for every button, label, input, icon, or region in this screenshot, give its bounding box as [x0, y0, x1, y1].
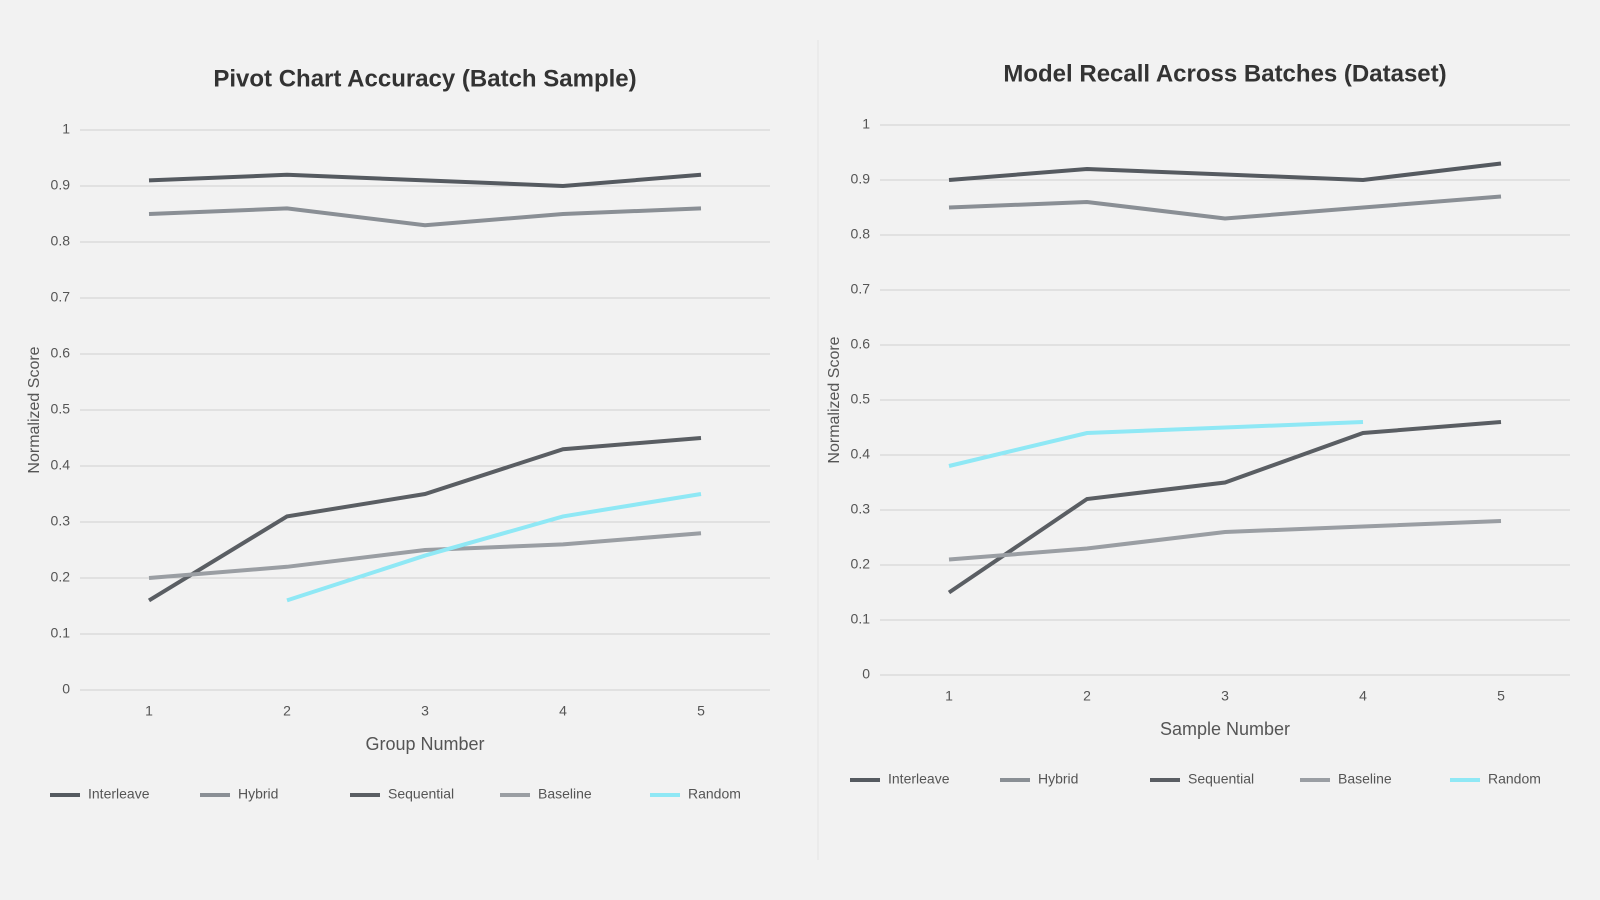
- x-tick-label: 2: [1083, 688, 1091, 704]
- x-tick-label: 1: [945, 688, 953, 704]
- y-tick-label: 0: [62, 681, 70, 697]
- y-tick-label: 0.6: [851, 336, 871, 352]
- x-tick-label: 4: [559, 703, 567, 719]
- y-tick-label: 0.8: [51, 233, 71, 249]
- x-tick-label: 4: [1359, 688, 1367, 704]
- y-tick-label: 0.3: [51, 513, 71, 529]
- y-tick-label: 0.7: [851, 281, 871, 297]
- y-axis-label: Normalized Score: [826, 336, 843, 463]
- legend-label: Random: [1488, 771, 1541, 787]
- y-tick-label: 0.5: [851, 391, 871, 407]
- series-line: [147, 436, 702, 603]
- series-line: [148, 206, 702, 228]
- series-line: [286, 492, 702, 603]
- legend-label: Hybrid: [1038, 771, 1078, 787]
- y-tick-label: 1: [862, 116, 870, 132]
- chart-title: Pivot Chart Accuracy (Batch Sample): [213, 65, 636, 92]
- y-tick-label: 0.7: [51, 289, 71, 305]
- y-axis-label: Normalized Score: [26, 346, 43, 473]
- legend-label: Interleave: [88, 786, 150, 802]
- series-line: [948, 194, 1502, 221]
- y-tick-label: 0.2: [851, 556, 871, 572]
- x-tick-label: 3: [1221, 688, 1229, 704]
- x-axis-label: Sample Number: [1160, 719, 1290, 739]
- x-tick-label: 5: [1497, 688, 1505, 704]
- y-tick-label: 0.1: [51, 625, 71, 641]
- chart-panel: Pivot Chart Accuracy (Batch Sample) 0 0.1 0…: [26, 65, 770, 802]
- y-tick-label: 0.1: [851, 611, 871, 627]
- legend-label: Sequential: [388, 786, 454, 802]
- series-line: [948, 420, 1364, 468]
- y-tick-label: 1: [62, 121, 70, 137]
- y-tick-label: 0: [862, 666, 870, 682]
- legend-label: Sequential: [1188, 771, 1254, 787]
- y-tick-label: 0.2: [51, 569, 71, 585]
- y-tick-label: 0.9: [51, 177, 71, 193]
- legend-label: Baseline: [538, 786, 592, 802]
- series-line: [947, 420, 1502, 595]
- y-tick-label: 0.4: [851, 446, 871, 462]
- series-line: [948, 161, 1502, 183]
- legend-label: Interleave: [888, 771, 950, 787]
- series-line: [948, 519, 1502, 562]
- x-tick-label: 5: [697, 703, 705, 719]
- y-tick-label: 0.3: [851, 501, 871, 517]
- legend-label: Baseline: [1338, 771, 1392, 787]
- x-axis-label: Group Number: [365, 734, 484, 754]
- x-tick-label: 1: [145, 703, 153, 719]
- y-tick-label: 0.8: [851, 226, 871, 242]
- y-tick-label: 0.9: [851, 171, 871, 187]
- x-tick-label: 3: [421, 703, 429, 719]
- series-line: [148, 172, 702, 189]
- y-tick-label: 0.6: [51, 345, 71, 361]
- chart-title: Model Recall Across Batches (Dataset): [1003, 60, 1446, 87]
- y-tick-label: 0.4: [51, 457, 71, 473]
- chart-panel: Model Recall Across Batches (Dataset) 0 0.…: [826, 60, 1570, 787]
- legend-label: Random: [688, 786, 741, 802]
- legend-label: Hybrid: [238, 786, 278, 802]
- x-tick-label: 2: [283, 703, 291, 719]
- y-tick-label: 0.5: [51, 401, 71, 417]
- series-line: [148, 531, 702, 580]
